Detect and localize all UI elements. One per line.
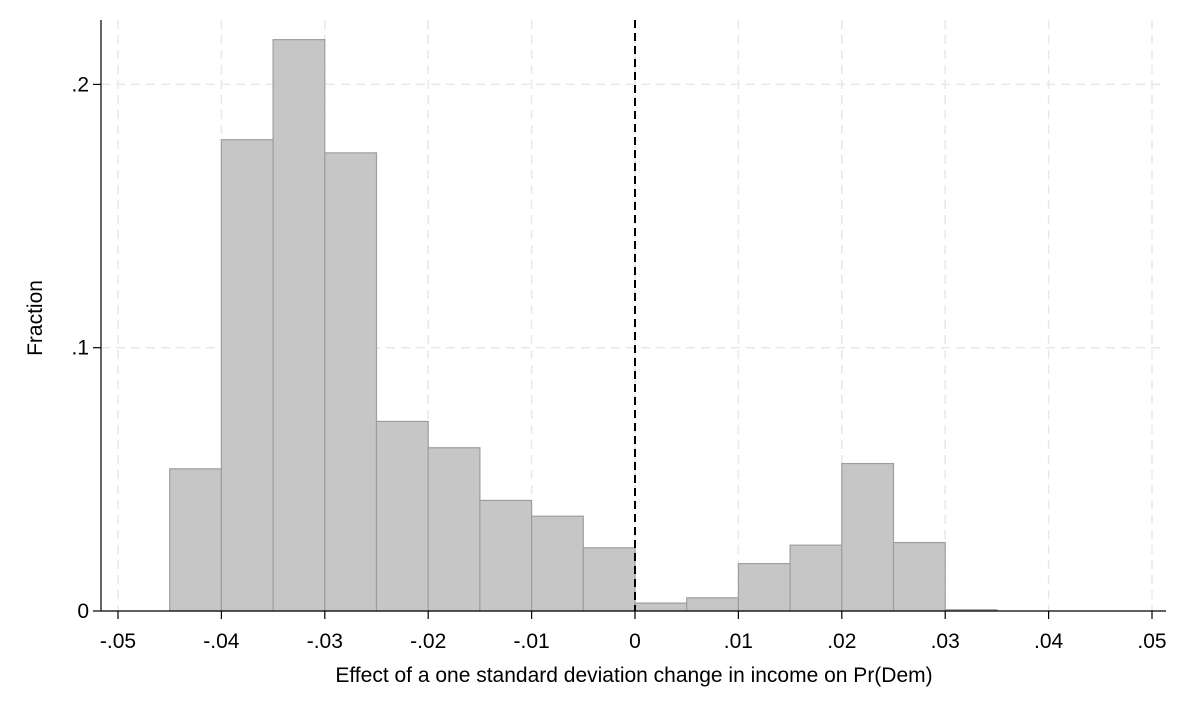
x-tick-label: -.01 xyxy=(514,630,550,653)
x-tick-label: -.04 xyxy=(203,630,240,653)
histogram-bar xyxy=(634,602,688,612)
x-axis-title: Effect of a one standard deviation chang… xyxy=(335,664,932,687)
histogram-bar xyxy=(582,547,636,612)
histogram-bars xyxy=(169,39,998,612)
y-tick-label: 0 xyxy=(77,600,89,623)
histogram-bar xyxy=(427,447,481,612)
histogram-bar xyxy=(375,420,429,612)
y-tick-label: .1 xyxy=(71,337,89,360)
x-tick-label: .03 xyxy=(931,630,960,653)
axes xyxy=(93,20,1166,619)
histogram-bar xyxy=(220,139,274,612)
y-axis-title: Fraction xyxy=(24,280,47,356)
histogram-bar xyxy=(324,152,378,612)
tick-labels: -.05 -.04 -.03 -.02 -.01 0 .01 .02 .03 .04 .05 0 .1.… xyxy=(71,73,1166,653)
histogram-bar xyxy=(737,563,791,612)
x-tick-label: .05 xyxy=(1137,630,1166,653)
x-tick-label: -.02 xyxy=(410,630,446,653)
histogram-bar xyxy=(892,541,946,612)
x-tick-label: -.05 xyxy=(100,630,136,653)
histogram-bar xyxy=(530,515,584,612)
x-tick-label: 0 xyxy=(629,630,641,653)
histogram-bar xyxy=(789,544,843,612)
histogram-bar xyxy=(479,499,533,612)
histogram-bar xyxy=(169,468,222,612)
x-tick-label: -.03 xyxy=(307,630,343,653)
y-tick-label: .2 xyxy=(71,73,89,96)
histogram-bar xyxy=(686,597,740,612)
x-tick-label: .02 xyxy=(827,630,856,653)
x-tick-label: .04 xyxy=(1034,630,1064,653)
histogram-bar xyxy=(841,462,895,612)
histogram-bar xyxy=(272,39,326,612)
x-tick-label: .01 xyxy=(724,630,753,653)
